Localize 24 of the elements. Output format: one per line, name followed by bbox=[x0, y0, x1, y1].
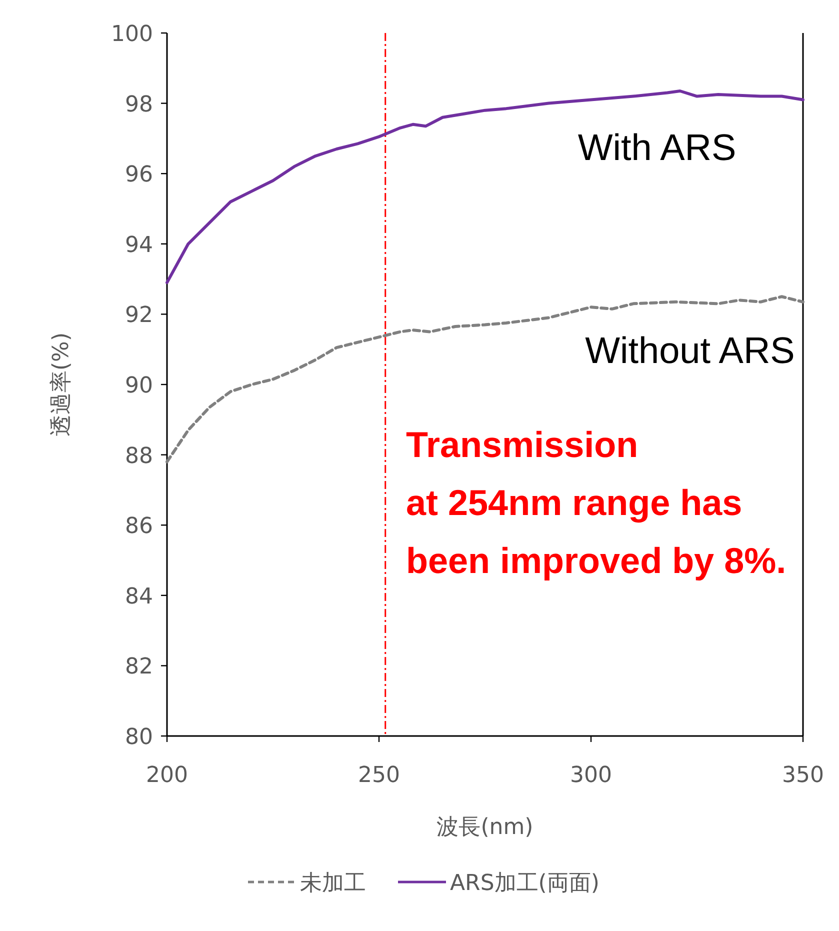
y-tick-label: 86 bbox=[125, 514, 153, 540]
line-series bbox=[166, 90, 804, 284]
x-axis-title: 波長(nm) bbox=[436, 815, 534, 840]
y-tick-label: 94 bbox=[125, 232, 153, 258]
y-tick-label: 96 bbox=[125, 162, 153, 188]
y-tick-label: 100 bbox=[111, 22, 153, 47]
annotation: With ARS bbox=[578, 127, 736, 168]
annotation: Transmission at 254nm range has been improved by 8%. bbox=[406, 424, 786, 581]
y-axis-title: 透過率(%) bbox=[49, 332, 74, 437]
y-tick-label: 84 bbox=[125, 584, 153, 610]
y-tick-label: 88 bbox=[125, 444, 153, 469]
annotation: Without ARS bbox=[585, 330, 795, 371]
y-tick-label: 80 bbox=[125, 725, 153, 750]
line-series bbox=[166, 295, 804, 464]
y-tick-label: 92 bbox=[125, 303, 153, 328]
x-tick-label: 200 bbox=[146, 763, 188, 788]
y-tick-label: 98 bbox=[125, 92, 153, 118]
x-tick-label: 300 bbox=[570, 763, 612, 788]
y-tick-label: 82 bbox=[125, 654, 153, 680]
legend-label: 未加工 bbox=[300, 871, 366, 896]
y-tick-label: 90 bbox=[125, 374, 153, 398]
x-tick-label: 350 bbox=[782, 763, 824, 788]
x-tick-label: 250 bbox=[358, 763, 400, 788]
legend-label: ARS加工(両面) bbox=[450, 871, 600, 896]
